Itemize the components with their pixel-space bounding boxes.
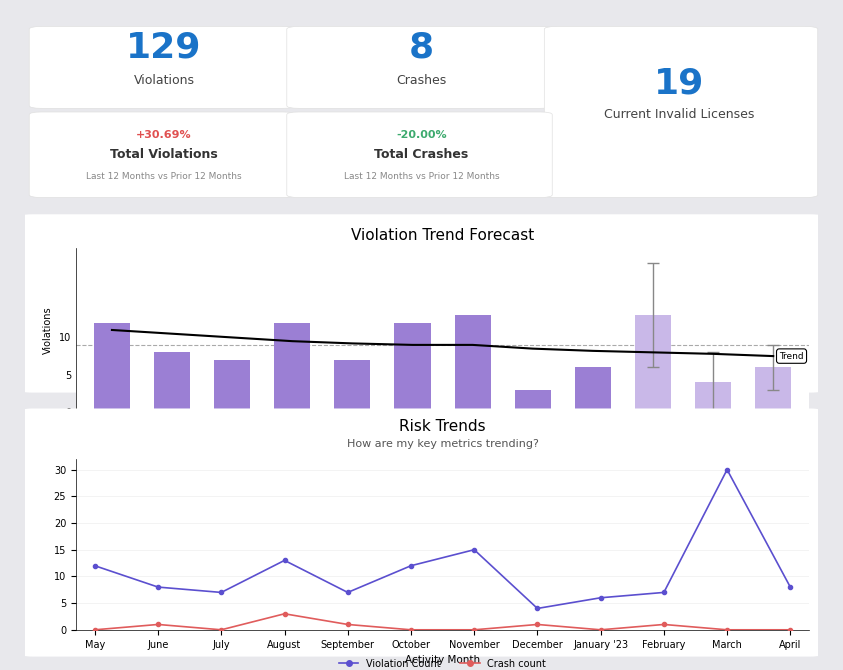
Text: 19: 19 xyxy=(654,67,704,100)
Bar xyxy=(454,315,491,412)
Bar xyxy=(335,360,370,412)
Title: Violation Trend Forecast: Violation Trend Forecast xyxy=(351,228,534,243)
X-axis label: Activity Month: Activity Month xyxy=(405,655,481,665)
Text: Crashes: Crashes xyxy=(396,74,447,86)
X-axis label: Activity Month: Activity Month xyxy=(405,438,481,448)
Title: Risk Trends: Risk Trends xyxy=(400,419,486,434)
FancyBboxPatch shape xyxy=(18,409,825,657)
Bar xyxy=(695,382,731,412)
Bar xyxy=(154,352,190,412)
Y-axis label: Violations: Violations xyxy=(43,306,53,354)
Text: 8: 8 xyxy=(409,30,434,64)
FancyBboxPatch shape xyxy=(287,27,552,109)
Bar xyxy=(515,390,550,412)
Legend: Violation Count, Crash count: Violation Count, Crash count xyxy=(335,655,550,670)
FancyBboxPatch shape xyxy=(287,112,552,198)
Text: +30.69%: +30.69% xyxy=(137,130,191,140)
Text: Violations: Violations xyxy=(133,74,195,86)
Text: Total Violations: Total Violations xyxy=(110,148,217,161)
Text: Current Invalid Licenses: Current Invalid Licenses xyxy=(604,109,754,121)
FancyBboxPatch shape xyxy=(545,27,818,198)
FancyBboxPatch shape xyxy=(18,214,825,393)
Text: How are my key metrics trending?: How are my key metrics trending? xyxy=(346,439,539,449)
Bar xyxy=(395,322,431,412)
Bar xyxy=(274,322,310,412)
Text: Last 12 Months vs Prior 12 Months: Last 12 Months vs Prior 12 Months xyxy=(86,172,242,181)
Bar xyxy=(575,367,611,412)
Bar xyxy=(214,360,250,412)
Bar xyxy=(635,315,671,412)
Bar xyxy=(755,367,792,412)
Text: Total Crashes: Total Crashes xyxy=(374,148,469,161)
Bar xyxy=(94,322,130,412)
Text: Trend: Trend xyxy=(779,352,804,360)
Text: 129: 129 xyxy=(126,30,201,64)
FancyBboxPatch shape xyxy=(30,112,295,198)
FancyBboxPatch shape xyxy=(18,20,825,202)
FancyBboxPatch shape xyxy=(30,27,295,109)
Text: Last 12 Months vs Prior 12 Months: Last 12 Months vs Prior 12 Months xyxy=(344,172,499,181)
Text: -20.00%: -20.00% xyxy=(396,130,447,140)
